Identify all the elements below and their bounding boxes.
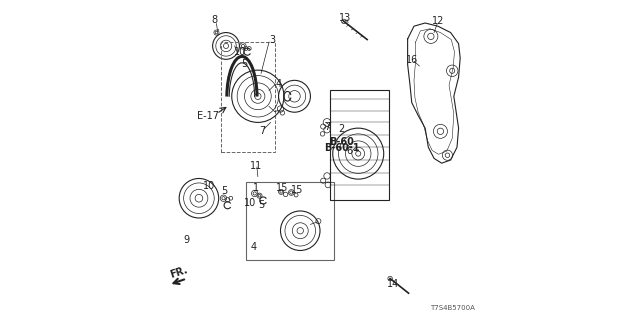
Text: 4: 4 xyxy=(251,242,257,252)
Text: 7: 7 xyxy=(324,122,330,132)
Text: 4: 4 xyxy=(275,78,282,89)
Text: 13: 13 xyxy=(339,13,351,23)
Text: 14: 14 xyxy=(387,279,399,289)
Text: 10: 10 xyxy=(234,47,246,57)
Text: 10: 10 xyxy=(203,181,215,191)
Text: B-60-1: B-60-1 xyxy=(324,143,360,153)
Text: FR.: FR. xyxy=(169,264,189,279)
Text: 8: 8 xyxy=(212,15,218,25)
Text: 15: 15 xyxy=(276,183,289,193)
Text: 7: 7 xyxy=(259,126,265,136)
Text: E-17: E-17 xyxy=(197,111,219,121)
Text: 5: 5 xyxy=(258,200,264,210)
Text: 16: 16 xyxy=(406,55,418,65)
Text: 10: 10 xyxy=(244,198,257,208)
Bar xyxy=(221,42,275,152)
Text: 12: 12 xyxy=(433,16,445,27)
Text: 1: 1 xyxy=(253,183,259,193)
Text: 15: 15 xyxy=(291,185,303,195)
Text: 5: 5 xyxy=(221,186,228,196)
Text: 3: 3 xyxy=(269,35,275,44)
Bar xyxy=(246,182,333,260)
Text: 9: 9 xyxy=(183,235,189,245)
Text: 2: 2 xyxy=(339,124,345,134)
Text: T7S4B5700A: T7S4B5700A xyxy=(429,305,474,311)
Text: 6: 6 xyxy=(346,146,353,156)
Text: 11: 11 xyxy=(250,161,262,171)
Bar xyxy=(330,90,388,200)
Text: 5: 5 xyxy=(241,60,247,69)
Text: B-60: B-60 xyxy=(329,138,354,148)
